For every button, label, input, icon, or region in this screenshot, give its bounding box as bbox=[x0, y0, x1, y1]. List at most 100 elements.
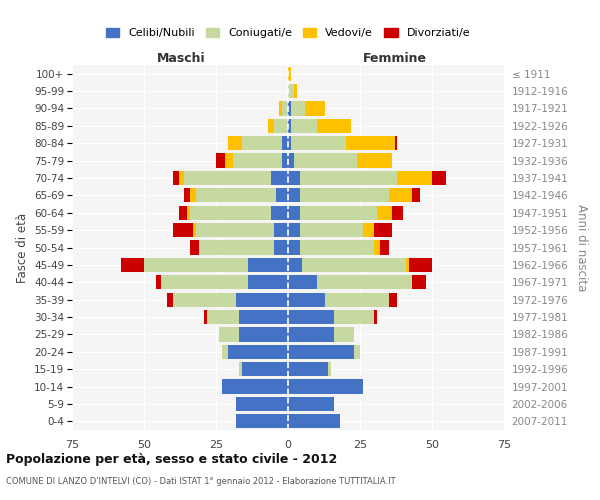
Text: Maschi: Maschi bbox=[157, 52, 206, 65]
Bar bbox=[412, 188, 421, 202]
Bar bbox=[155, 275, 161, 289]
Bar bbox=[305, 102, 325, 116]
Bar bbox=[346, 136, 395, 150]
Bar bbox=[389, 292, 397, 307]
Bar bbox=[325, 292, 389, 307]
Text: COMUNE DI LANZO D'INTELVI (CO) - Dati ISTAT 1° gennaio 2012 - Elaborazione TUTTI: COMUNE DI LANZO D'INTELVI (CO) - Dati IS… bbox=[6, 478, 395, 486]
Bar bbox=[224, 154, 233, 168]
Bar bbox=[274, 118, 288, 133]
Bar bbox=[299, 171, 397, 185]
Bar bbox=[193, 223, 196, 237]
Bar bbox=[282, 136, 288, 150]
Bar bbox=[277, 188, 288, 202]
Bar bbox=[288, 258, 302, 272]
Bar bbox=[328, 362, 331, 376]
Bar bbox=[288, 328, 334, 342]
Bar bbox=[357, 154, 392, 168]
Bar bbox=[288, 414, 340, 428]
Bar bbox=[288, 380, 363, 394]
Bar bbox=[173, 171, 179, 185]
Bar bbox=[219, 328, 239, 342]
Bar bbox=[144, 258, 248, 272]
Bar bbox=[242, 136, 282, 150]
Bar bbox=[288, 310, 334, 324]
Bar bbox=[173, 292, 236, 307]
Bar bbox=[409, 258, 432, 272]
Bar bbox=[374, 240, 380, 254]
Bar bbox=[190, 240, 199, 254]
Bar bbox=[205, 310, 208, 324]
Bar bbox=[187, 206, 190, 220]
Bar bbox=[302, 258, 406, 272]
Bar bbox=[196, 223, 274, 237]
Bar bbox=[227, 344, 288, 359]
Bar bbox=[288, 171, 299, 185]
Bar bbox=[299, 188, 389, 202]
Bar bbox=[288, 397, 334, 411]
Y-axis label: Fasce di età: Fasce di età bbox=[16, 212, 29, 282]
Bar bbox=[274, 223, 288, 237]
Bar bbox=[282, 102, 288, 116]
Bar bbox=[377, 206, 392, 220]
Bar bbox=[317, 275, 412, 289]
Bar bbox=[395, 136, 397, 150]
Bar bbox=[317, 118, 352, 133]
Bar bbox=[196, 188, 277, 202]
Bar bbox=[288, 344, 354, 359]
Legend: Celibi/Nubili, Coniugati/e, Vedovi/e, Divorziati/e: Celibi/Nubili, Coniugati/e, Vedovi/e, Di… bbox=[101, 23, 475, 43]
Bar bbox=[222, 344, 227, 359]
Bar bbox=[184, 171, 271, 185]
Bar bbox=[216, 154, 224, 168]
Bar bbox=[374, 310, 377, 324]
Bar bbox=[184, 188, 190, 202]
Bar bbox=[299, 240, 374, 254]
Bar bbox=[288, 136, 291, 150]
Bar bbox=[121, 258, 144, 272]
Bar bbox=[233, 154, 282, 168]
Bar bbox=[288, 188, 299, 202]
Text: Popolazione per età, sesso e stato civile - 2012: Popolazione per età, sesso e stato civil… bbox=[6, 452, 337, 466]
Bar bbox=[239, 310, 288, 324]
Bar bbox=[406, 258, 409, 272]
Bar bbox=[274, 240, 288, 254]
Bar bbox=[291, 118, 317, 133]
Bar bbox=[294, 84, 296, 98]
Bar bbox=[236, 292, 288, 307]
Bar bbox=[227, 136, 242, 150]
Bar bbox=[288, 223, 299, 237]
Bar bbox=[334, 328, 354, 342]
Bar bbox=[199, 240, 274, 254]
Bar bbox=[288, 292, 325, 307]
Bar bbox=[236, 397, 288, 411]
Bar bbox=[239, 328, 288, 342]
Bar bbox=[288, 275, 317, 289]
Y-axis label: Anni di nascita: Anni di nascita bbox=[575, 204, 588, 291]
Bar bbox=[242, 362, 288, 376]
Bar bbox=[167, 292, 173, 307]
Bar bbox=[288, 362, 328, 376]
Bar bbox=[288, 240, 299, 254]
Bar bbox=[282, 154, 288, 168]
Bar bbox=[294, 154, 357, 168]
Bar bbox=[354, 344, 360, 359]
Bar bbox=[288, 84, 294, 98]
Bar bbox=[179, 206, 187, 220]
Bar bbox=[288, 154, 294, 168]
Bar bbox=[268, 118, 274, 133]
Bar bbox=[280, 102, 282, 116]
Bar bbox=[299, 223, 363, 237]
Bar bbox=[248, 275, 288, 289]
Bar bbox=[173, 223, 193, 237]
Bar bbox=[363, 223, 374, 237]
Bar bbox=[208, 310, 239, 324]
Bar bbox=[190, 206, 271, 220]
Bar bbox=[389, 188, 412, 202]
Bar bbox=[299, 206, 377, 220]
Bar bbox=[288, 118, 291, 133]
Text: Femmine: Femmine bbox=[362, 52, 427, 65]
Bar bbox=[248, 258, 288, 272]
Bar bbox=[179, 171, 184, 185]
Bar bbox=[374, 223, 392, 237]
Bar bbox=[397, 171, 432, 185]
Bar bbox=[271, 206, 288, 220]
